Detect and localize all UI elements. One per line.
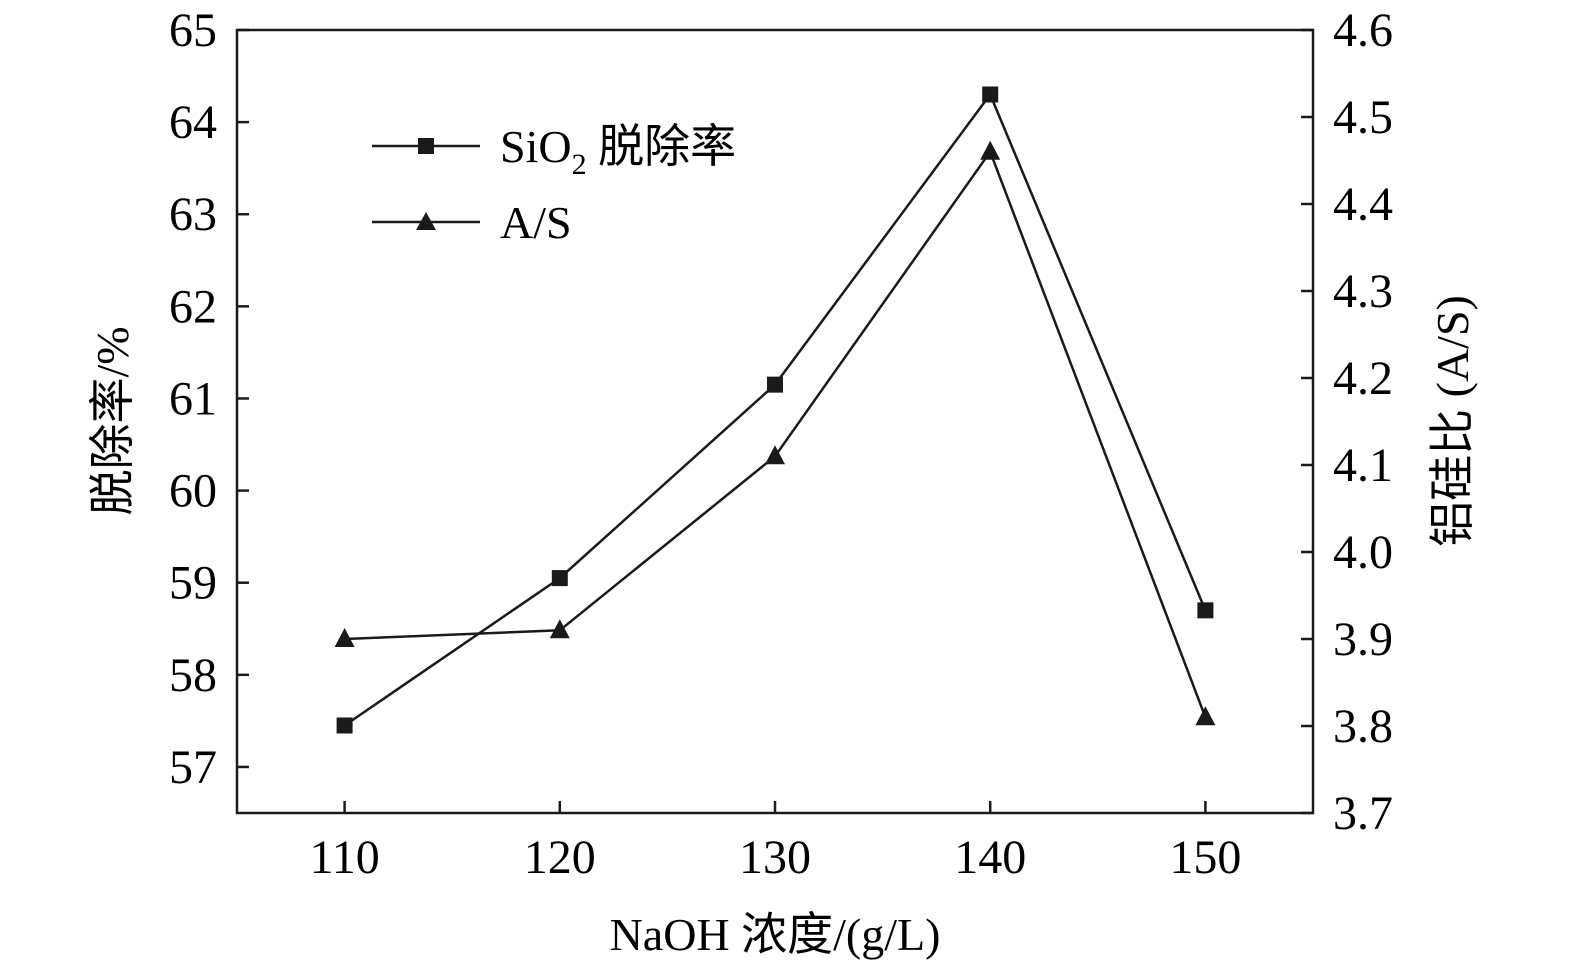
series-line-as xyxy=(344,149,1207,718)
right-y-tick-label: 4.2 xyxy=(1333,352,1393,405)
plot-frame xyxy=(235,28,1315,815)
legend-label-sio2-subscript: 2 xyxy=(572,148,587,181)
data-point-sio2 xyxy=(336,717,353,734)
left-y-tick-label: 64 xyxy=(169,96,217,149)
right-y-tick-label: 4.6 xyxy=(1333,4,1393,57)
legend-marker-square xyxy=(418,138,434,154)
right-y-axis-title: 铝硅比 (A/S) xyxy=(1427,295,1478,547)
x-axis-title: NaOH 浓度/(g/L) xyxy=(610,909,941,960)
legend-entry-sio2: SiO2 脱除率 xyxy=(372,121,736,181)
legend-label-sio2-rest: 脱除率 xyxy=(587,121,737,172)
left-y-tick-label: 61 xyxy=(169,372,217,425)
left-y-tick-label: 65 xyxy=(169,4,217,57)
data-point-sio2 xyxy=(982,86,999,103)
legend-label-as-main: A/S xyxy=(500,197,572,248)
data-point-as xyxy=(549,619,570,639)
data-point-as xyxy=(334,628,355,647)
series-line-sio2 xyxy=(343,91,1207,727)
legend: SiO2 脱除率 A/S xyxy=(372,121,736,248)
right-y-axis-ticks: 3.7 3.8 3.9 4.0 4.1 4.2 4.3 4.4 4.5 4.6 xyxy=(1301,4,1393,840)
x-tick-label: 110 xyxy=(309,831,379,884)
legend-marker-triangle xyxy=(416,212,436,230)
data-point-as xyxy=(980,140,1001,160)
left-y-axis-ticks: 57 58 59 60 61 62 63 64 65 xyxy=(169,4,249,794)
right-y-tick-label: 4.4 xyxy=(1333,178,1393,231)
data-point-as xyxy=(1195,706,1216,726)
legend-label-sio2: SiO2 脱除率 xyxy=(500,121,736,181)
left-y-axis-title: 脱除率/% xyxy=(87,326,138,515)
data-point-as xyxy=(765,445,785,465)
legend-label-sio2-main: SiO xyxy=(500,121,572,172)
legend-entry-as: A/S xyxy=(372,197,572,248)
right-y-tick-label: 3.8 xyxy=(1333,700,1393,753)
left-y-tick-label: 57 xyxy=(169,741,217,794)
data-point-sio2 xyxy=(551,570,568,587)
left-y-tick-label: 59 xyxy=(169,557,217,610)
left-y-tick-label: 60 xyxy=(169,465,217,518)
x-tick-label: 150 xyxy=(1169,831,1241,884)
x-axis-ticks: 110 120 130 140 150 xyxy=(309,801,1241,884)
left-y-tick-label: 58 xyxy=(169,649,217,702)
right-y-tick-label: 3.7 xyxy=(1333,787,1393,840)
data-point-sio2 xyxy=(767,376,783,393)
x-tick-label: 120 xyxy=(524,831,596,884)
left-y-tick-label: 62 xyxy=(169,280,217,333)
right-y-tick-label: 4.0 xyxy=(1333,526,1393,579)
left-y-tick-label: 63 xyxy=(169,188,217,241)
series-lines xyxy=(343,91,1207,727)
x-tick-label: 140 xyxy=(954,831,1026,884)
data-point-sio2 xyxy=(1197,602,1214,619)
right-y-tick-label: 4.3 xyxy=(1333,265,1393,318)
right-y-tick-label: 4.1 xyxy=(1333,439,1393,492)
x-tick-label: 130 xyxy=(739,831,811,884)
right-y-tick-label: 3.9 xyxy=(1333,613,1393,666)
series-markers xyxy=(334,86,1216,734)
legend-label-as: A/S xyxy=(500,197,572,248)
right-y-tick-label: 4.5 xyxy=(1333,91,1393,144)
